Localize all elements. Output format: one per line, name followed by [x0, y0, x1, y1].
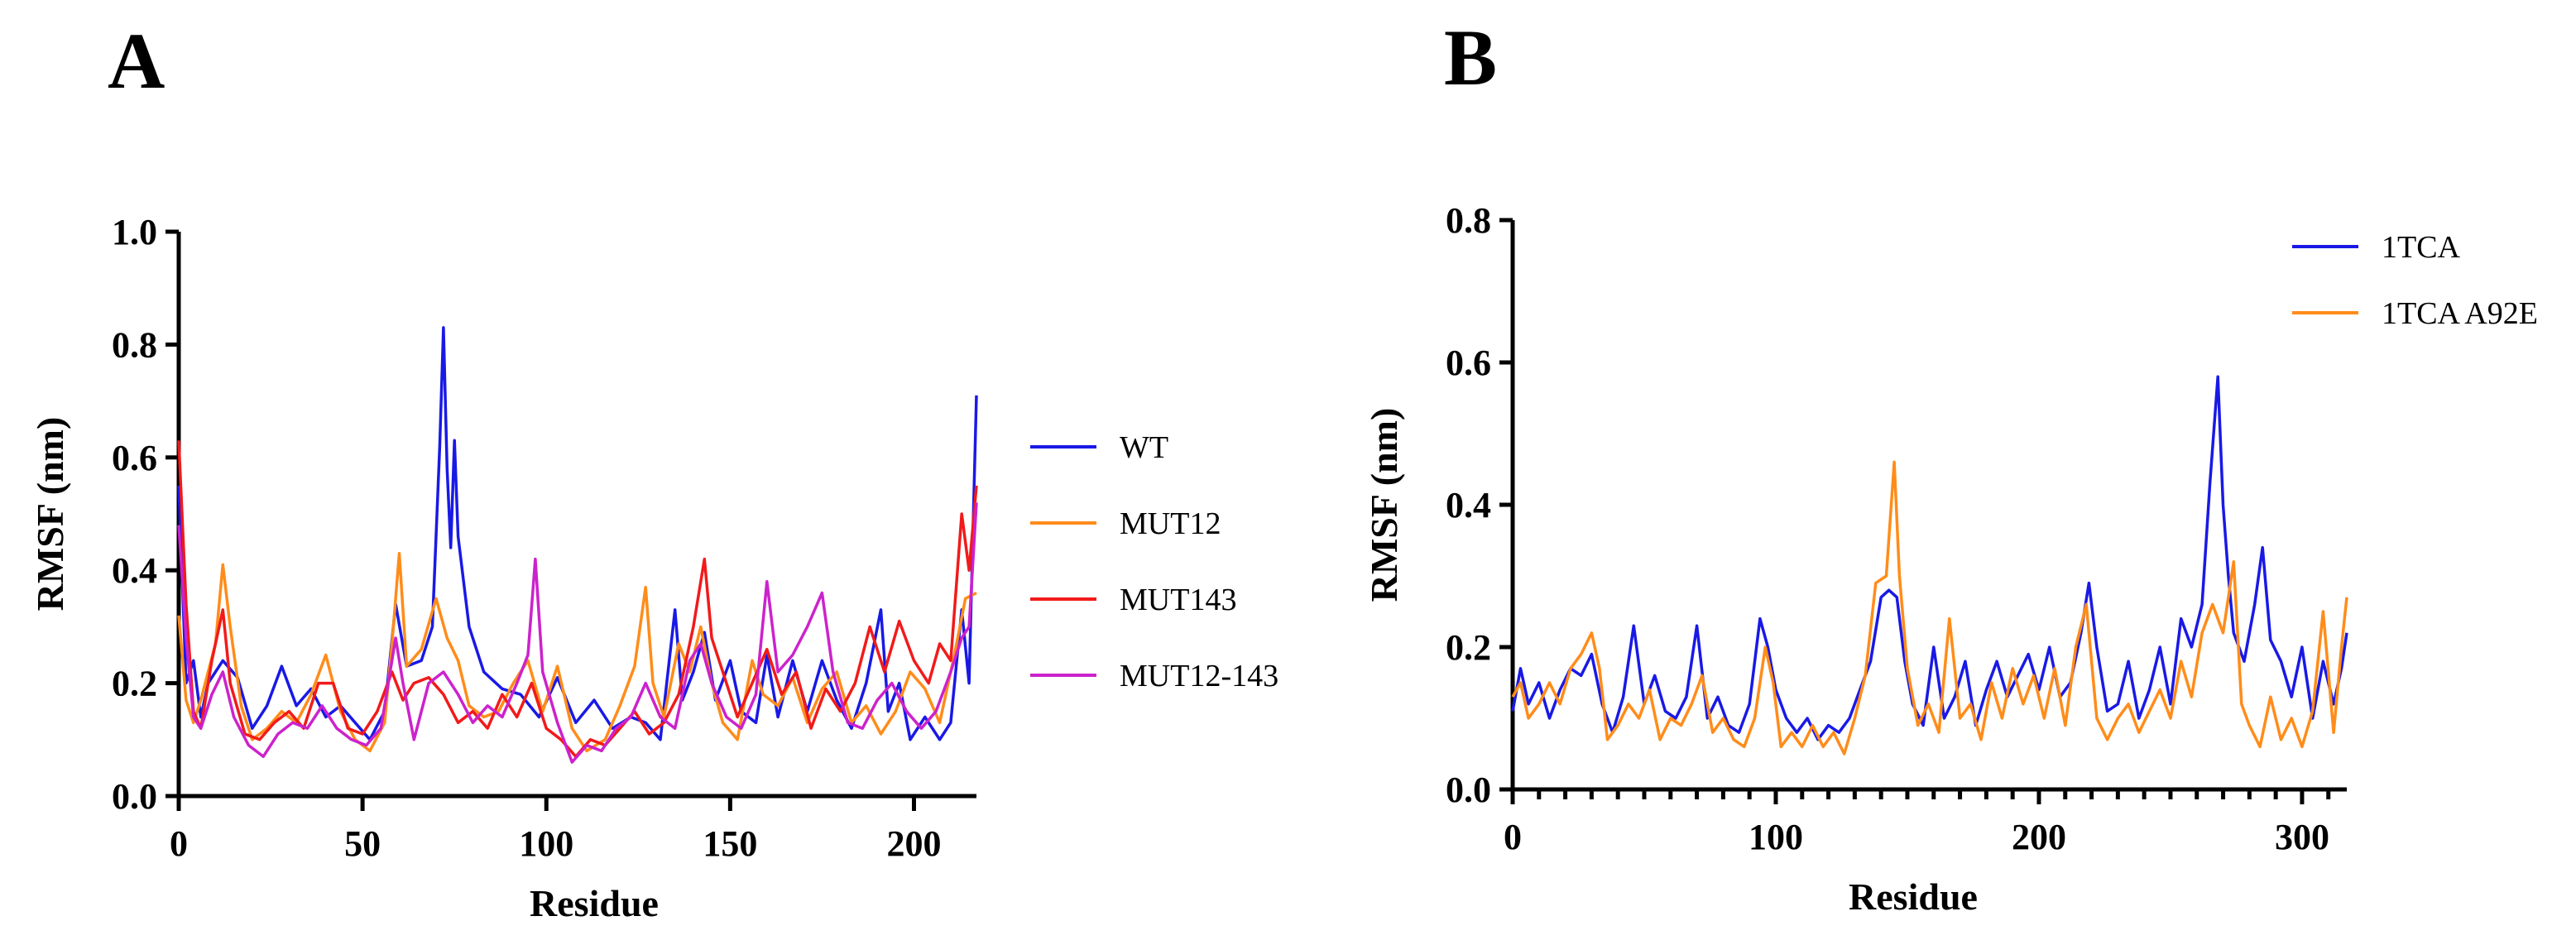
chart-b-y-tick-label: 0.8 [1446, 200, 1491, 241]
chart-b-x-tick-label: 100 [1749, 817, 1803, 857]
chart-b-x-axis-title: Residue [1849, 875, 1978, 918]
chart-a-legend-label-mut12: MUT12 [1120, 506, 1221, 541]
chart-b-y-tick-label: 0.2 [1446, 627, 1491, 668]
chart-b-legend-label-1tca-a92e: 1TCA A92E [2382, 296, 2538, 331]
chart-b-y-tick-label: 0.4 [1446, 485, 1491, 525]
chart-b: 0.0 0.2 0.4 0.6 0.8 0 100 200 300 Residue RMSF (nm… [1363, 200, 2538, 918]
chart-a-legend-label-wt: WT [1120, 430, 1168, 465]
chart-a-y-tick-label: 0.8 [112, 324, 157, 365]
chart-a-x-tick-label: 100 [519, 823, 573, 864]
chart-a-y-tick-label: 1.0 [112, 212, 157, 252]
chart-a-y-axis-title: RMSF (nm) [29, 417, 71, 612]
chart-b-x-tick-label: 0 [1504, 817, 1522, 857]
chart-a-x-tick-label: 200 [886, 823, 941, 864]
chart-a-legend-label-mut12-143: MUT12-143 [1120, 659, 1278, 693]
chart-a-y-tick-label: 0.4 [112, 550, 157, 591]
chart-a-x-axis-title: Residue [530, 882, 659, 924]
chart-a-x-tick-label: 150 [703, 823, 757, 864]
chart-b-series-1tca [1511, 375, 2348, 741]
chart-a-series-mut12-143 [177, 502, 978, 764]
chart-b-y-axis-title: RMSF (nm) [1363, 408, 1405, 602]
chart-a-legend-label-mut143: MUT143 [1120, 583, 1236, 617]
panel-b-label: B [1444, 13, 1498, 102]
chart-a-x-tick-label: 50 [344, 823, 381, 864]
chart-b-x-tick-label: 300 [2275, 817, 2329, 857]
chart-a-x-tick-label: 0 [170, 823, 188, 864]
chart-a-series-mut12 [177, 551, 977, 753]
chart-b-y-tick-label: 0.0 [1446, 770, 1491, 810]
chart-a-series-wt [177, 326, 978, 741]
panel-a-label: A [108, 17, 165, 105]
chart-b-y-tick-label: 0.6 [1446, 343, 1491, 383]
chart-b-legend-label-1tca: 1TCA [2382, 230, 2461, 265]
chart-a-y-tick-label: 0.2 [112, 664, 157, 704]
chart-a-y-tick-label: 0.0 [112, 776, 157, 817]
chart-a: 0.0 0.2 0.4 0.6 0.8 1.0 0 50 100 150 200 Residue RMS… [29, 212, 1278, 924]
chart-b-series-1tca-a92e [1511, 460, 2348, 756]
chart-b-x-tick-label: 200 [2012, 817, 2066, 857]
chart-a-y-tick-label: 0.6 [112, 438, 157, 478]
